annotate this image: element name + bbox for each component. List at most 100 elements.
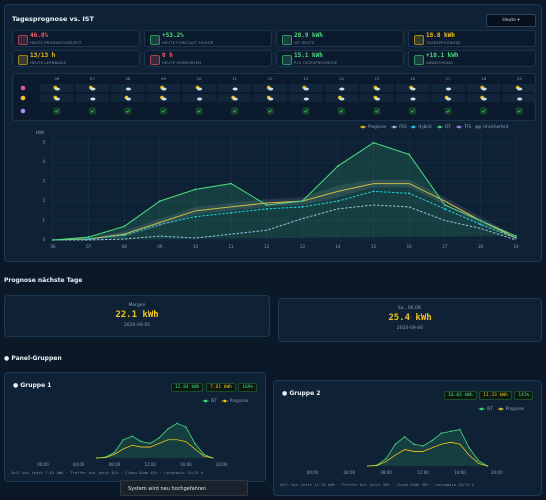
check-icon xyxy=(446,109,450,113)
section-title: ● Panel-Gruppen xyxy=(4,355,62,362)
y-tick-label: 2 xyxy=(42,198,45,203)
day-value: 25.4 kWh xyxy=(388,313,432,323)
kpi-card: 15.1 kWh P10 TAGESPROGNOSE xyxy=(276,50,404,67)
point xyxy=(140,440,142,443)
point xyxy=(372,190,375,193)
legend-label: Hybrid xyxy=(418,124,432,129)
weather-table: 06 07 08 09 10 11 12 13 14 15 16 17 18 19 xyxy=(12,73,536,121)
check-cell xyxy=(231,107,238,115)
kpi-label: P10 TAGESPROGNOSE xyxy=(294,61,338,65)
group-footer: Soll bis jetzt 11.33 kWh · Treffer bis j… xyxy=(280,482,475,487)
point xyxy=(515,235,517,238)
kpi-card: 13/13 h HEUTE LERNBASIS xyxy=(12,50,140,67)
cloud-icon xyxy=(268,97,274,101)
point xyxy=(449,430,452,433)
x-tick-label: 20:00 xyxy=(491,470,503,475)
kpi-label: HEUTE LERNBASIS xyxy=(30,61,67,65)
point xyxy=(158,200,161,202)
check-cell xyxy=(444,107,452,115)
group-title: ● Gruppe 1 xyxy=(13,382,52,389)
x-tick-label: 12:00 xyxy=(144,462,156,467)
range-select[interactable]: Heute ▾ xyxy=(486,14,536,27)
x-tick-label: 17 xyxy=(442,244,448,249)
hour-label: 06 xyxy=(54,76,59,81)
cloud-icon xyxy=(445,87,452,91)
cloud-icon xyxy=(125,97,132,101)
legend-label: Prognose xyxy=(506,406,525,411)
day-date: 2026-09-06 xyxy=(396,326,424,331)
check-cell xyxy=(124,107,132,115)
x-tick-label: 16 xyxy=(407,244,413,249)
section-title-text: Panel-Gruppen xyxy=(11,355,62,362)
point xyxy=(413,443,415,445)
y-tick-label: 5 xyxy=(42,140,45,145)
day-value: 22.1 kWh xyxy=(115,310,159,320)
legend-label: Unsicherheit xyxy=(483,124,509,129)
check-cell xyxy=(53,107,60,115)
check-icon xyxy=(232,109,237,113)
badge: 12.84 kWh xyxy=(171,383,204,392)
point xyxy=(301,200,304,202)
x-tick-label: 12:00 xyxy=(417,470,429,475)
group-card: ● Gruppe 1 169% 7.61 kWh 12.84 kWh 00:00 04:0… xyxy=(4,372,266,482)
cloud-icon xyxy=(196,87,203,91)
hour-label: 11 xyxy=(232,76,237,81)
check-cell xyxy=(516,107,523,115)
x-tick-label: 18 xyxy=(478,244,484,249)
check-icon xyxy=(304,109,308,113)
point xyxy=(301,206,304,208)
kpi-icon xyxy=(282,35,292,45)
hour-label: 14 xyxy=(339,76,344,81)
kpi-icon xyxy=(150,55,160,65)
cloud-icon xyxy=(410,97,416,101)
point xyxy=(113,451,116,454)
series-line xyxy=(52,190,517,241)
check-icon xyxy=(161,109,166,113)
x-tick-label: 14 xyxy=(335,244,341,249)
day-label: Sa., 06.09. xyxy=(397,306,423,311)
point xyxy=(408,153,411,156)
y-axis-label: kWh xyxy=(36,130,45,135)
x-tick-label: 09 xyxy=(157,244,163,249)
cloud-icon xyxy=(481,97,487,101)
hour-label: 15 xyxy=(375,76,380,81)
cloud-icon xyxy=(161,87,167,91)
check-icon xyxy=(517,109,521,113)
check-cell xyxy=(89,107,96,115)
point xyxy=(194,188,197,191)
check-icon xyxy=(375,109,379,113)
check-cell xyxy=(267,107,274,115)
kpi-value: 13/13 h xyxy=(30,52,56,59)
weather-grid: 06 07 08 09 10 11 12 13 14 15 16 17 18 19 xyxy=(20,76,536,115)
point xyxy=(167,428,169,430)
point xyxy=(230,211,232,214)
group-card: ● Gruppe 2 141% 11.33 kWh 16.03 kWh 00:00 04:… xyxy=(273,380,542,496)
x-tick-label: 00:00 xyxy=(307,470,319,475)
kpi-icon xyxy=(414,35,424,45)
point xyxy=(194,442,196,445)
check-cell xyxy=(302,107,309,115)
cloud-icon xyxy=(339,87,345,91)
kpi-value: 0 h xyxy=(162,52,173,59)
cloud-icon xyxy=(517,87,523,91)
y-tick-label: 4 xyxy=(42,159,45,164)
point xyxy=(443,204,446,206)
hour-label: 18 xyxy=(481,76,486,81)
check-icon xyxy=(481,109,486,113)
cloud-icon xyxy=(268,87,274,91)
kpi-value: 28.9 kWh xyxy=(294,32,323,39)
legend-swatch xyxy=(361,125,365,129)
check-cell xyxy=(338,107,345,115)
point xyxy=(87,236,90,238)
point xyxy=(385,457,387,460)
series-line xyxy=(96,422,213,459)
point xyxy=(431,439,433,442)
hour-label: 17 xyxy=(446,76,451,81)
point xyxy=(149,442,151,445)
legend-swatch xyxy=(392,125,396,129)
hour-label: 13 xyxy=(303,76,308,81)
point xyxy=(123,234,126,237)
point xyxy=(185,426,187,428)
